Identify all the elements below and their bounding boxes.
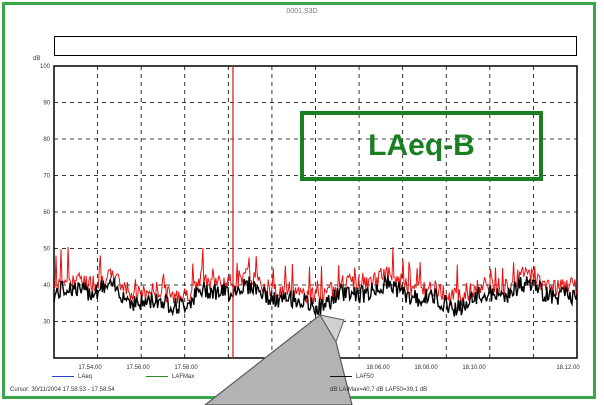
x-tick-label: 18.08.00 bbox=[414, 365, 438, 371]
laeq-b-label: LAeq-B bbox=[300, 111, 543, 181]
x-tick-label: 18.06.00 bbox=[366, 365, 390, 371]
legend-lafmax: LAFMax bbox=[146, 374, 194, 380]
x-tick-label: 17.54.00 bbox=[78, 365, 102, 371]
window-title: 0001.S3D bbox=[286, 8, 318, 15]
y-tick-label: 80 bbox=[43, 137, 50, 143]
legend-lafmax-label: LAFMax bbox=[172, 374, 195, 380]
cursor-readout-values: dB LAIMax=40,7 dB LAF50=39,1 dB bbox=[330, 387, 428, 393]
legend-laf50: LAF50 bbox=[330, 374, 374, 380]
series-line-lafmax-red bbox=[53, 246, 578, 306]
x-tick-label: 17.56.00 bbox=[126, 365, 150, 371]
legend-lafmax-swatch bbox=[146, 375, 168, 377]
legend-laeq-label: LAeq bbox=[78, 374, 93, 380]
legend-laf50-swatch bbox=[330, 375, 352, 377]
cursor-readout: Cursor: 30/11/2004 17.58.53 - 17.58.54 bbox=[10, 387, 115, 393]
annotation-arrow-head bbox=[318, 314, 345, 344]
x-tick-label: 18.12.00 bbox=[556, 365, 580, 371]
x-tick-label: 17.58.00 bbox=[174, 365, 198, 371]
y-tick-label: 90 bbox=[43, 101, 50, 107]
series-line-laf50 bbox=[53, 275, 578, 318]
y-tick-label: 70 bbox=[43, 174, 50, 180]
y-tick-label: 60 bbox=[43, 210, 50, 216]
chart-header-box bbox=[54, 36, 577, 56]
y-tick-label: 40 bbox=[43, 283, 50, 289]
y-tick-label: 100 bbox=[40, 64, 51, 70]
legend-laeq-swatch bbox=[52, 375, 74, 377]
y-tick-label: 50 bbox=[43, 247, 50, 253]
x-tick-label: 18.10.00 bbox=[462, 365, 486, 371]
y-axis-unit-label: dB bbox=[33, 56, 41, 62]
legend-laeq: LAeq bbox=[52, 374, 92, 380]
legend-laf50-label: LAF50 bbox=[356, 374, 374, 380]
y-tick-label: 30 bbox=[43, 320, 50, 326]
